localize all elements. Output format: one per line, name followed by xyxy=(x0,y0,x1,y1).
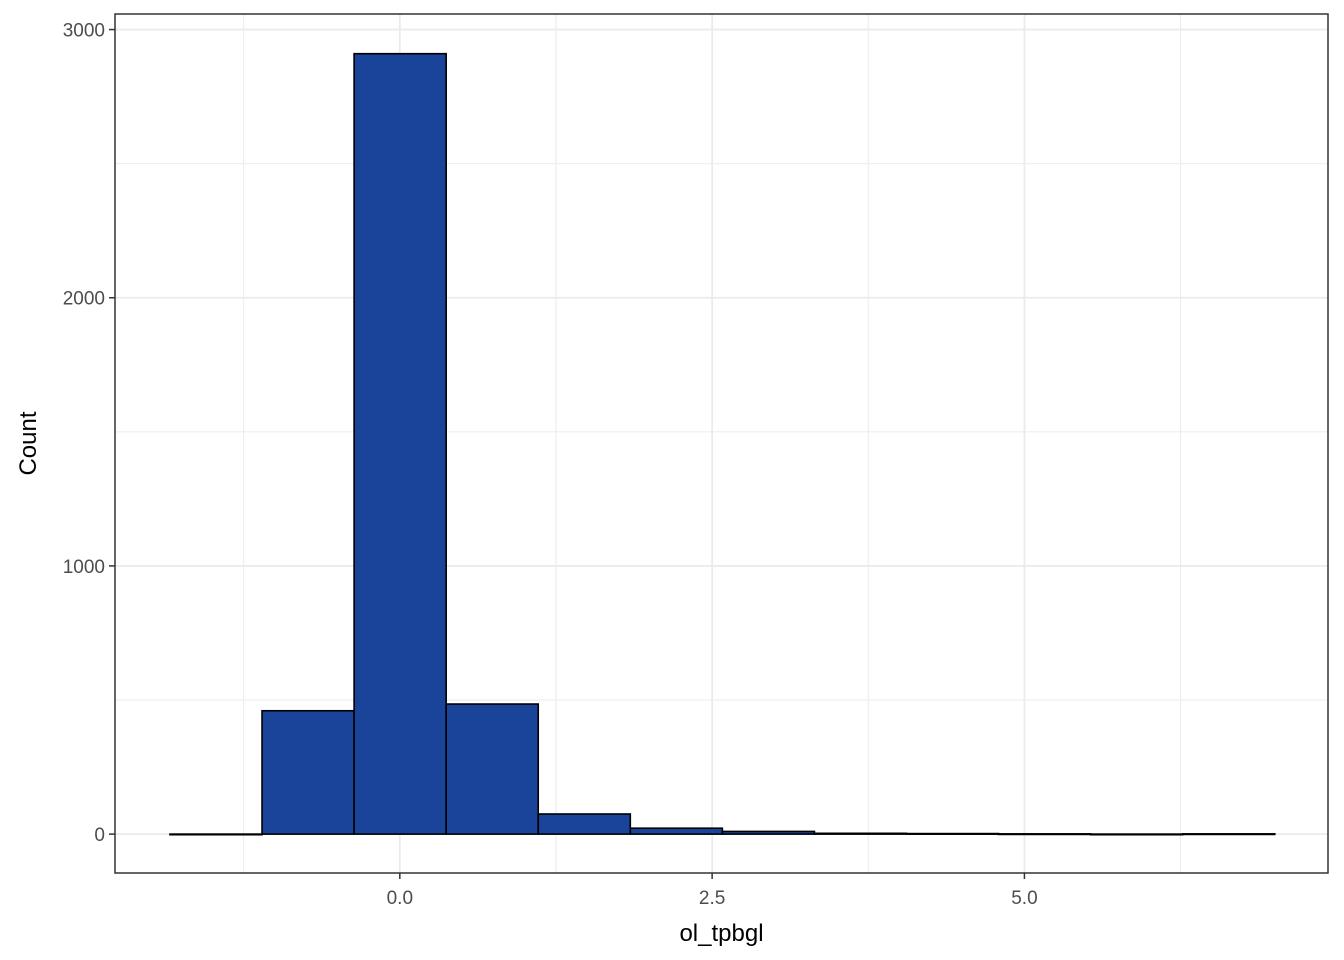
histogram-bar xyxy=(445,703,540,835)
y-axis-title: Count xyxy=(15,411,42,475)
x-axis-title: ol_tpbgl xyxy=(679,920,763,947)
histogram-bar xyxy=(1181,833,1276,836)
histogram-bar xyxy=(1089,833,1184,836)
histogram-bar xyxy=(169,833,263,836)
grid-minor xyxy=(115,14,1328,873)
x-tick-label: 2.5 xyxy=(699,888,725,909)
y-tick-label: 3000 xyxy=(63,21,105,42)
x-tick-label: 5.0 xyxy=(1011,888,1037,909)
histogram-bar xyxy=(997,833,1092,836)
x-tick-label: 0.0 xyxy=(387,888,413,909)
histogram-bar xyxy=(813,832,908,835)
x-axis: 0.0 2.5 5.0 xyxy=(387,873,1038,909)
panel-border xyxy=(114,13,1329,874)
histogram-bars xyxy=(169,52,1276,836)
y-tick-label: 2000 xyxy=(63,289,105,310)
histogram-bar xyxy=(905,832,1000,835)
histogram-bar xyxy=(261,709,355,835)
histogram-bar xyxy=(353,52,447,835)
y-tick-label: 0 xyxy=(94,825,105,846)
histogram-bar xyxy=(629,827,724,835)
y-tick-label: 1000 xyxy=(63,557,105,578)
histogram-bar xyxy=(537,813,632,835)
histogram-bar xyxy=(721,830,816,835)
y-axis: 0 1000 2000 3000 xyxy=(63,21,115,846)
